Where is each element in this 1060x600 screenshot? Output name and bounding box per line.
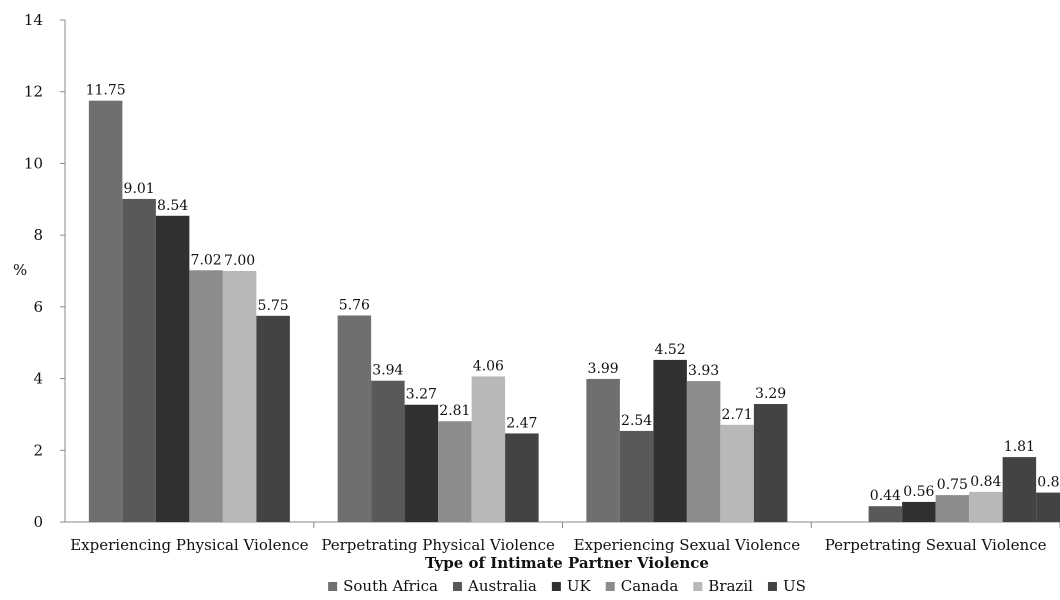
x-axis-label: Type of Intimate Partner Violence xyxy=(425,554,709,572)
value-label: 0.82 xyxy=(1037,475,1060,491)
bar xyxy=(222,271,257,522)
value-label: 0.56 xyxy=(903,484,934,500)
value-label: 7.02 xyxy=(191,252,222,268)
value-labels: 11.75 5.76 3.99 9.01 3.94 2.54 0.44 8.54 3.27 4.5… xyxy=(86,83,1060,505)
value-label: 0.84 xyxy=(970,474,1001,490)
y-tick-label: 6 xyxy=(33,298,43,316)
value-label: 5.75 xyxy=(258,298,289,314)
value-label: 0.44 xyxy=(870,488,901,504)
legend-swatch xyxy=(767,582,777,591)
value-label: 8.54 xyxy=(157,198,188,214)
y-tick-label: 10 xyxy=(24,154,43,172)
value-label: 2.54 xyxy=(621,413,652,429)
bar xyxy=(1002,457,1037,522)
bar xyxy=(438,421,472,522)
x-category-label: Experiencing Physical Violence xyxy=(70,536,308,554)
legend-swatch xyxy=(605,582,615,591)
value-label: 2.71 xyxy=(722,407,753,423)
value-label: 3.29 xyxy=(755,386,786,402)
bar xyxy=(404,404,439,522)
bar xyxy=(586,378,620,522)
bar xyxy=(337,315,372,522)
bar xyxy=(471,376,506,522)
bar xyxy=(256,315,290,522)
legend-label: US xyxy=(783,577,806,595)
value-label: 3.93 xyxy=(688,363,719,379)
bar xyxy=(505,433,539,522)
bar xyxy=(653,359,687,522)
bar xyxy=(371,380,405,522)
legend-label: South Africa xyxy=(343,577,438,595)
value-label: 3.27 xyxy=(406,387,437,403)
bar xyxy=(619,430,654,522)
value-label: 5.76 xyxy=(339,297,370,313)
value-label: 4.52 xyxy=(655,342,686,358)
bar xyxy=(935,495,970,522)
bar xyxy=(720,424,754,522)
legend-label: UK xyxy=(567,577,592,595)
x-category-label: Experiencing Sexual Violence xyxy=(574,536,801,554)
legend: South Africa Australia UK Canada Brazil US xyxy=(328,577,806,595)
bar xyxy=(902,501,936,522)
legend-swatch xyxy=(551,582,561,591)
y-tick-label: 8 xyxy=(33,226,43,244)
y-tick-label: 2 xyxy=(33,441,43,459)
bar xyxy=(88,100,123,522)
legend-label: Australia xyxy=(467,577,537,595)
y-tick-label: 4 xyxy=(33,370,43,388)
x-categories: Experiencing Physical Violence Perpetrati… xyxy=(70,522,1060,554)
legend-label: Brazil xyxy=(708,577,753,595)
y-tick-label: 14 xyxy=(24,11,43,29)
bar xyxy=(969,491,1003,522)
bar xyxy=(122,198,156,523)
bars xyxy=(88,100,1060,523)
legend-swatch xyxy=(693,582,703,591)
legend-swatch xyxy=(452,582,462,591)
bar xyxy=(868,506,903,522)
y-axis-label: % xyxy=(13,261,27,279)
bar xyxy=(189,270,223,522)
value-label: 9.01 xyxy=(124,181,155,197)
value-label: 2.47 xyxy=(506,415,537,431)
y-tick-label: 0 xyxy=(33,513,43,531)
value-label: 11.75 xyxy=(86,83,126,99)
bar xyxy=(753,404,788,522)
y-tick-label: 12 xyxy=(24,83,43,101)
value-label: 2.81 xyxy=(439,403,470,419)
value-label: 7.00 xyxy=(224,253,255,269)
x-category-label: Perpetrating Physical Violence xyxy=(321,536,555,554)
bar xyxy=(686,381,721,522)
legend-swatch xyxy=(328,582,338,591)
value-label: 3.94 xyxy=(372,363,403,379)
value-label: 4.06 xyxy=(473,358,504,374)
value-label: 0.75 xyxy=(937,477,968,493)
legend-label: Canada xyxy=(621,577,679,595)
value-label: 3.99 xyxy=(588,361,619,377)
x-category-label: Perpetrating Sexual Violence xyxy=(825,536,1047,554)
bar xyxy=(155,215,190,522)
bar xyxy=(1036,492,1060,522)
y-ticks: 0 2 4 6 8 10 12 14 xyxy=(24,11,65,531)
value-label: 1.81 xyxy=(1004,439,1035,455)
